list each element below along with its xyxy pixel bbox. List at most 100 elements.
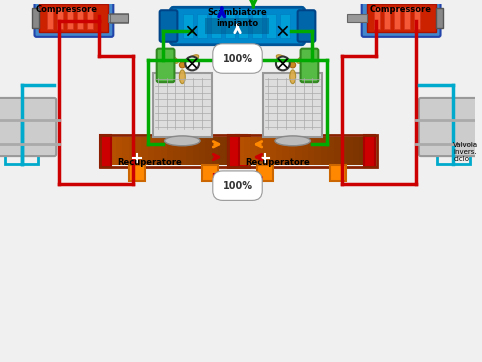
Ellipse shape — [297, 55, 309, 63]
FancyBboxPatch shape — [419, 98, 477, 156]
FancyBboxPatch shape — [160, 10, 177, 42]
Bar — [239, 14, 248, 38]
Bar — [308, 137, 315, 165]
Bar — [314, 137, 321, 165]
Ellipse shape — [290, 70, 295, 84]
Bar — [236, 135, 247, 167]
Bar — [347, 137, 353, 165]
Bar — [225, 137, 231, 165]
Bar — [359, 137, 366, 165]
Text: Recuperatore: Recuperatore — [118, 157, 182, 167]
Bar — [250, 137, 257, 165]
Bar — [31, 8, 40, 28]
FancyBboxPatch shape — [35, 0, 113, 37]
Bar — [116, 137, 123, 165]
Ellipse shape — [187, 55, 199, 63]
Bar — [266, 14, 276, 38]
Circle shape — [185, 24, 199, 38]
Bar — [257, 165, 273, 181]
Circle shape — [276, 56, 290, 70]
Bar — [347, 14, 367, 22]
FancyBboxPatch shape — [171, 7, 305, 45]
Bar — [436, 8, 443, 28]
Bar — [183, 14, 193, 38]
Bar — [321, 137, 328, 165]
Bar — [110, 13, 128, 23]
Bar — [384, 7, 390, 29]
Bar — [231, 137, 238, 165]
Bar — [228, 135, 377, 167]
Text: 100%: 100% — [223, 181, 253, 191]
Bar — [228, 135, 240, 167]
Bar — [109, 137, 116, 165]
Bar — [40, 4, 108, 32]
Ellipse shape — [276, 55, 289, 63]
Bar — [238, 137, 244, 165]
Text: Freddo: Freddo — [218, 46, 256, 56]
Text: Compressore: Compressore — [36, 5, 98, 14]
Bar — [199, 137, 206, 165]
Bar — [57, 7, 63, 29]
Bar — [414, 7, 420, 29]
Bar — [205, 137, 213, 165]
Bar — [122, 137, 129, 165]
Bar — [167, 137, 174, 165]
Bar — [141, 137, 148, 165]
Bar — [263, 73, 322, 137]
Bar — [108, 14, 128, 22]
Bar — [186, 137, 193, 165]
Text: Compressore: Compressore — [370, 5, 432, 14]
Bar — [252, 14, 262, 38]
Bar — [197, 14, 207, 38]
FancyBboxPatch shape — [0, 98, 56, 156]
Bar — [225, 14, 235, 38]
Bar — [367, 4, 436, 32]
Bar — [148, 137, 155, 165]
Bar — [330, 165, 346, 181]
Bar — [211, 14, 221, 38]
Ellipse shape — [179, 70, 185, 84]
Bar — [154, 137, 161, 165]
Bar — [153, 73, 212, 137]
Bar — [67, 7, 73, 29]
Bar — [276, 137, 283, 165]
Text: Valvola
invers.
ciclo: Valvola invers. ciclo — [454, 142, 479, 162]
Bar — [363, 135, 375, 167]
Bar — [334, 137, 340, 165]
Bar — [282, 137, 289, 165]
Bar — [87, 7, 93, 29]
Circle shape — [276, 24, 290, 38]
Bar — [295, 137, 302, 165]
Circle shape — [179, 62, 185, 68]
Text: Recupero: Recupero — [212, 173, 264, 183]
Bar — [269, 137, 277, 165]
Bar — [212, 137, 219, 165]
FancyBboxPatch shape — [301, 49, 318, 82]
Ellipse shape — [164, 136, 200, 146]
Bar — [205, 18, 269, 34]
Bar — [394, 7, 400, 29]
Bar — [129, 165, 145, 181]
Bar — [404, 7, 410, 29]
Bar — [327, 137, 334, 165]
Bar — [161, 137, 168, 165]
Bar — [77, 7, 83, 29]
Bar — [193, 137, 200, 165]
Bar — [218, 137, 225, 165]
Ellipse shape — [166, 55, 178, 63]
Bar — [180, 137, 187, 165]
Bar — [202, 165, 218, 181]
Bar — [280, 14, 290, 38]
Text: Recuperatore: Recuperatore — [245, 157, 310, 167]
Circle shape — [185, 56, 199, 70]
Ellipse shape — [275, 136, 310, 146]
Bar — [174, 137, 180, 165]
Circle shape — [290, 62, 295, 68]
Bar — [5, 119, 39, 164]
Bar — [244, 137, 251, 165]
Bar — [263, 137, 270, 165]
Text: Scambiatore
impianto: Scambiatore impianto — [208, 8, 268, 28]
Bar — [47, 7, 53, 29]
FancyBboxPatch shape — [157, 49, 174, 82]
Bar — [100, 135, 111, 167]
